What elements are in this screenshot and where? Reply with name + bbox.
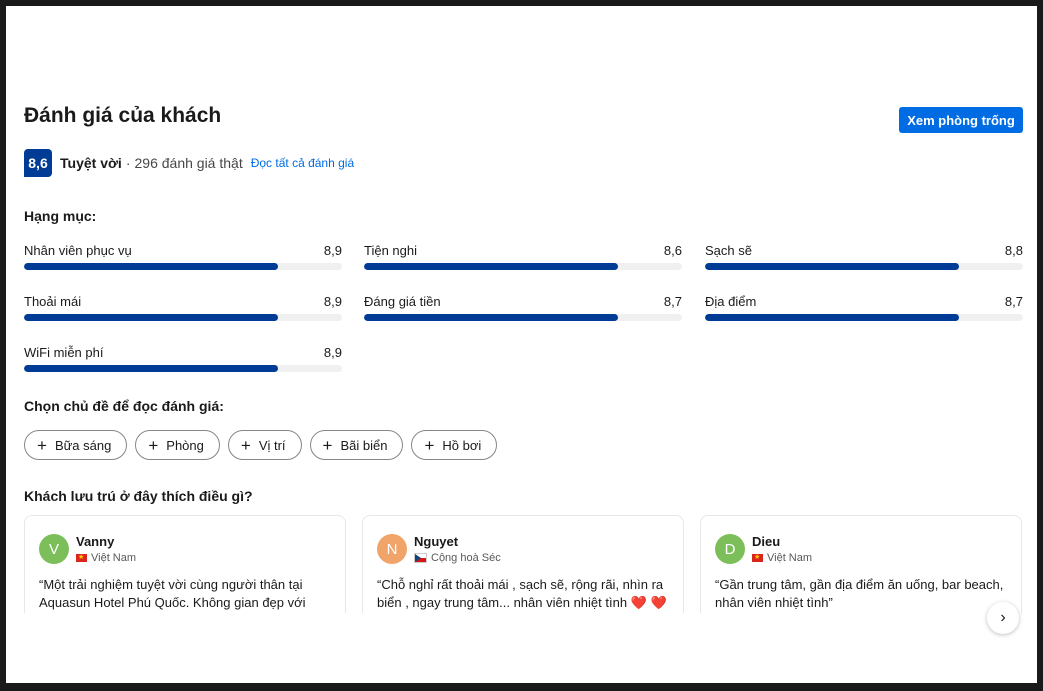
category-bar: [705, 263, 1023, 270]
review-quote: “Chỗ nghỉ rất thoải mái , sạch sẽ, rộng …: [377, 577, 667, 628]
category-bar-fill: [24, 365, 279, 372]
category-name: Tiện nghi: [364, 243, 417, 258]
plus-icon: +: [240, 435, 251, 455]
category-bar: [24, 365, 342, 372]
plus-icon: +: [37, 435, 47, 455]
category-name: Thoải mái: [24, 294, 82, 309]
category-location: Địa điểm 8,7: [705, 294, 1023, 324]
topic-chip-breakfast[interactable]: + Bữa sáng: [24, 430, 128, 460]
category-bar-fill: [705, 314, 960, 321]
content-cutoff: [6, 613, 1037, 683]
category-score: 8,9: [323, 345, 342, 360]
carousel-next-button[interactable]: ›: [987, 602, 1019, 634]
country-name: Cộng hoà Séc: [431, 552, 501, 564]
category-score: 8,7: [1004, 294, 1023, 309]
topic-chip-label: Phòng: [166, 437, 204, 453]
category-value: Đáng giá tiền 8,7: [364, 294, 682, 324]
category-score: 8,9: [323, 243, 342, 258]
reviewer-country: Việt Nam: [752, 552, 812, 564]
category-name: Đáng giá tiền: [364, 294, 441, 309]
reviews-panel: Đánh giá của khách Xem phòng trống 8,6 T…: [6, 6, 1037, 683]
topic-chip-beach[interactable]: + Bãi biển: [309, 430, 404, 460]
category-bar: [24, 314, 342, 321]
country-name: Việt Nam: [767, 552, 813, 564]
liked-heading: Khách lưu trú ở đây thích điều gì?: [24, 488, 253, 504]
category-bar-fill: [364, 263, 619, 270]
review-count: 296 đánh giá thật: [134, 155, 243, 171]
category-bar: [705, 314, 1023, 321]
category-bar: [364, 314, 682, 321]
vietnam-flag-icon: [752, 553, 763, 563]
plus-icon: +: [424, 435, 435, 455]
score-separator: ·: [125, 155, 131, 171]
reviewer-name: Nguyet: [414, 534, 459, 549]
reviewer-country: Việt Nam: [76, 552, 136, 564]
czech-flag-icon: [414, 553, 427, 563]
category-cleanliness: Sạch sẽ 8,8: [705, 243, 1023, 273]
plus-icon: +: [148, 435, 159, 455]
category-facilities: Tiện nghi 8,6: [364, 243, 682, 273]
topics-heading: Chọn chủ đề để đọc đánh giá:: [24, 398, 224, 414]
topic-chips: + Bữa sáng + Phòng + Vị trí + Bãi biển +…: [24, 430, 498, 460]
categories-heading: Hạng mục:: [24, 208, 97, 224]
category-bar-fill: [24, 314, 279, 321]
vietnam-flag-icon: [76, 553, 87, 563]
score-label: Tuyệt vời: [60, 155, 122, 171]
score-badge: 8,6: [24, 149, 52, 177]
see-availability-button[interactable]: Xem phòng trống: [899, 107, 1023, 133]
topic-chip-label: Bữa sáng: [54, 437, 112, 453]
category-bar-fill: [24, 263, 279, 270]
category-staff: Nhân viên phục vụ 8,9: [24, 243, 342, 273]
category-name: Sạch sẽ: [705, 243, 752, 258]
reviewer-name: Dieu: [752, 534, 781, 549]
topic-chip-pool[interactable]: + Hồ bơi: [411, 430, 498, 460]
read-all-reviews-link[interactable]: Đọc tất cả đánh giá: [250, 156, 355, 170]
chevron-right-icon: ›: [1000, 609, 1006, 626]
avatar: D: [715, 534, 745, 564]
avatar: N: [377, 534, 407, 564]
reviewer-country: Cộng hoà Séc: [414, 552, 501, 564]
avatar: V: [39, 534, 69, 564]
plus-icon: +: [322, 435, 333, 455]
country-name: Việt Nam: [91, 552, 137, 564]
review-quote: “Gần trung tâm, gần địa điểm ăn uống, ba…: [715, 577, 1004, 610]
category-score: 8,8: [1004, 243, 1023, 258]
topic-chip-room[interactable]: + Phòng: [135, 430, 220, 460]
topic-chip-label: Vị trí: [258, 437, 286, 453]
category-bar: [364, 263, 682, 270]
page-title: Đánh giá của khách: [24, 104, 222, 127]
topic-chip-label: Bãi biển: [340, 437, 388, 453]
category-bar-fill: [364, 314, 619, 321]
category-score: 8,6: [663, 243, 682, 258]
category-score: 8,9: [323, 294, 342, 309]
category-comfort: Thoải mái 8,9: [24, 294, 342, 324]
category-name: Địa điểm: [705, 294, 757, 309]
topic-chip-label: Hồ bơi: [442, 437, 482, 453]
score-summary: 8,6 Tuyệt vời · 296 đánh giá thật Đọc tấ…: [24, 149, 355, 177]
category-score: 8,7: [663, 294, 682, 309]
category-bar: [24, 263, 342, 270]
category-bar-fill: [705, 263, 960, 270]
category-name: WiFi miễn phí: [24, 345, 104, 360]
reviewer-name: Vanny: [76, 534, 115, 549]
topic-chip-location[interactable]: + Vị trí: [227, 430, 302, 460]
category-name: Nhân viên phục vụ: [24, 243, 132, 258]
category-wifi: WiFi miễn phí 8,9: [24, 345, 342, 375]
